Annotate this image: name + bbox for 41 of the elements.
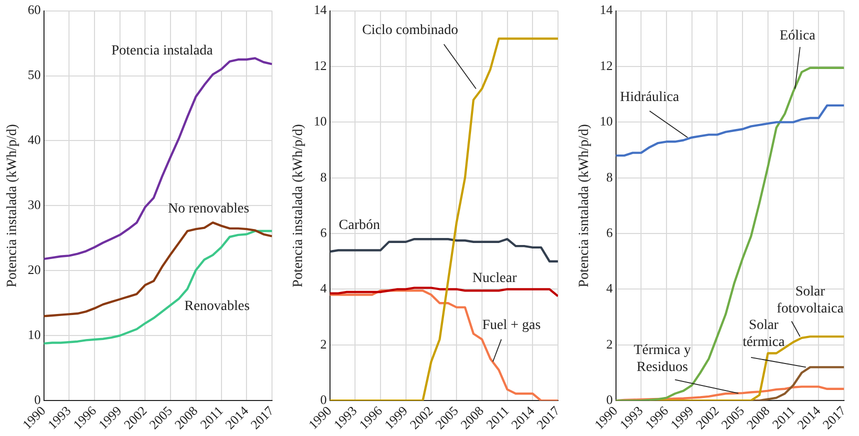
x-tick-label: 2011 [769, 403, 798, 432]
series-label: Renovables [184, 299, 250, 314]
y-tick-label: 40 [28, 132, 41, 148]
y-tick-label: 4 [320, 280, 328, 296]
y-tick-label: 12 [600, 58, 613, 73]
series-label: Solar fotovoltaica [776, 284, 844, 317]
y-tick-label: 6 [606, 224, 614, 240]
text: Ciclo combinado [362, 22, 458, 38]
x-tick-label: 1999 [95, 403, 124, 432]
y-tick-label: 10 [314, 114, 327, 129]
y-tick-label: 30 [28, 197, 41, 212]
y-axis-title: Potencia instalada (kWh/p/d) [5, 124, 20, 288]
series-label: No renovables [168, 202, 250, 217]
x-tick-label: 2011 [197, 403, 226, 432]
y-tick-label: 50 [28, 67, 41, 82]
y-tick-label: 10 [600, 114, 613, 129]
series-label: Carbón [338, 218, 380, 233]
y-tick-label: 10 [28, 327, 41, 342]
series-label: Eólica [780, 28, 816, 44]
y-tick-label: 2 [606, 336, 613, 352]
series-label: Nuclear [472, 270, 518, 286]
y-tick-label: 14 [314, 2, 328, 18]
x-tick-label: 2011 [483, 403, 512, 432]
series-label: Fuel + gas [482, 318, 541, 334]
y-axis-title: Potencia instalada (kWh/p/d) [291, 124, 306, 288]
y-tick-label: 2 [320, 336, 327, 352]
y-axis-title: Potencia isntalada (kWh/p/d) [577, 124, 592, 288]
text: Hidráulica [620, 90, 680, 105]
x-tick-label: 1999 [667, 403, 696, 432]
text: Solar térmica [742, 318, 786, 350]
series-label: Térmica y Residuos [634, 343, 691, 376]
y-tick-label: 60 [28, 2, 41, 18]
y-tick-label: 8 [606, 169, 613, 184]
y-tick-label: 6 [320, 224, 328, 240]
series-label: Potencia instalada [111, 44, 214, 59]
y-tick-label: 20 [28, 262, 41, 278]
y-tick-label: 4 [606, 280, 614, 296]
y-tick-label: 12 [314, 58, 327, 73]
x-tick-label: 1999 [381, 403, 410, 432]
y-tick-label: 8 [320, 169, 327, 184]
y-tick-label: 14 [600, 2, 614, 18]
